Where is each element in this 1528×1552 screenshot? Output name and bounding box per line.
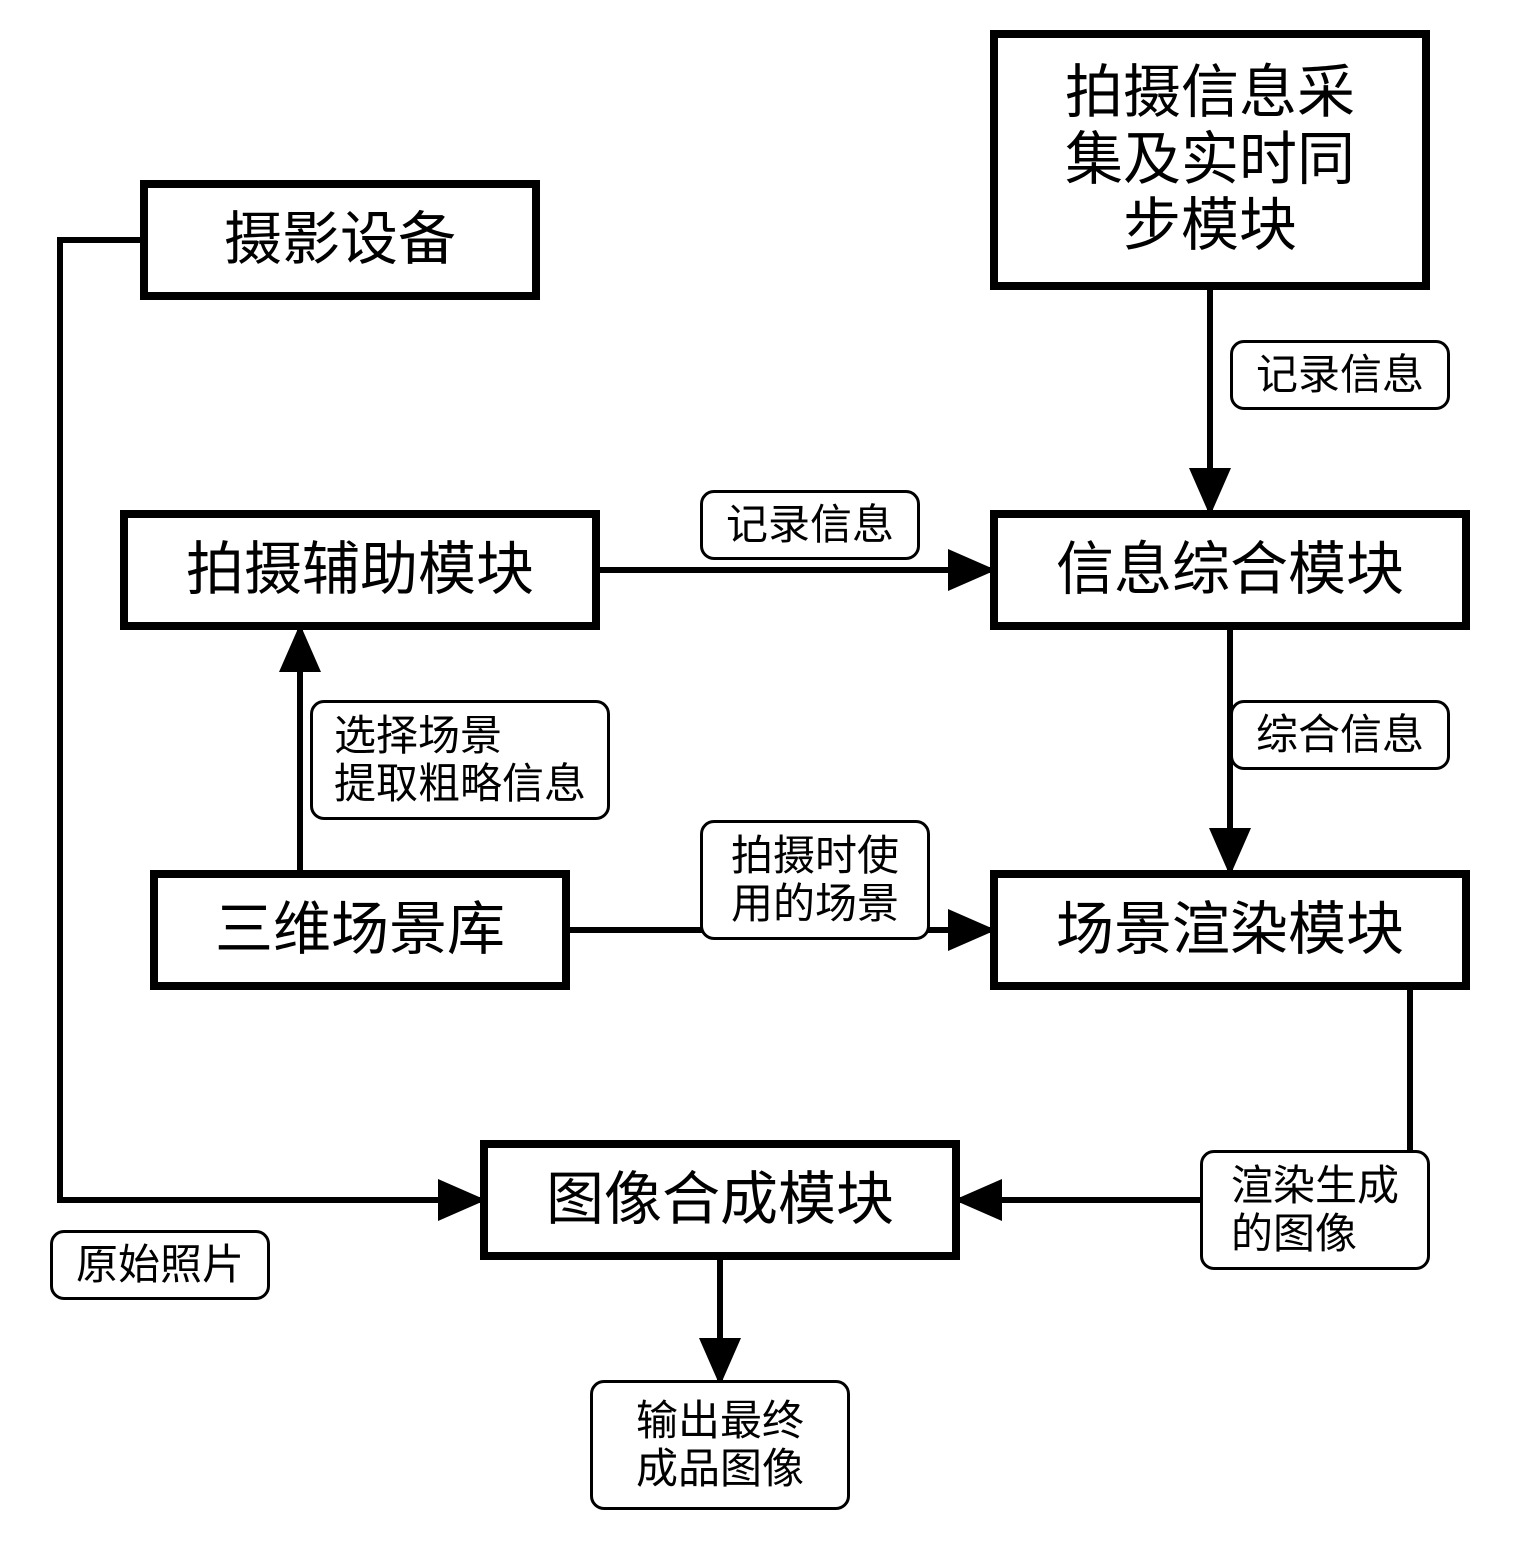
- node-info: 信息综合模块: [990, 510, 1470, 630]
- label-text: 拍摄时使用的场景: [731, 832, 899, 929]
- node-label: 输出最终成品图像: [636, 1397, 804, 1494]
- node-compose: 图像合成模块: [480, 1140, 960, 1260]
- node-output: 输出最终成品图像: [590, 1380, 850, 1510]
- node-camera: 摄影设备: [140, 180, 540, 300]
- label-text: 原始照片: [76, 1241, 244, 1289]
- label-text: 综合信息: [1256, 711, 1424, 759]
- label-text: 选择场景提取粗略信息: [334, 712, 586, 809]
- edge-label-rec2: 记录信息: [700, 490, 920, 560]
- edge-label-scene: 拍摄时使用的场景: [700, 820, 930, 940]
- flowchart-canvas: 摄影设备 拍摄信息采集及实时同步模块 拍摄辅助模块 信息综合模块 三维场景库 场…: [0, 0, 1528, 1552]
- node-label: 信息综合模块: [1056, 537, 1404, 604]
- edge-label-orig: 原始照片: [50, 1230, 270, 1300]
- node-capture: 拍摄信息采集及实时同步模块: [990, 30, 1430, 290]
- node-label: 图像合成模块: [546, 1167, 894, 1234]
- node-label: 场景渲染模块: [1056, 897, 1404, 964]
- label-text: 记录信息: [726, 501, 894, 549]
- node-assist: 拍摄辅助模块: [120, 510, 600, 630]
- node-label: 摄影设备: [224, 207, 456, 274]
- node-render: 场景渲染模块: [990, 870, 1470, 990]
- node-label: 拍摄信息采集及实时同步模块: [1065, 60, 1355, 260]
- node-label: 拍摄辅助模块: [186, 537, 534, 604]
- node-label: 三维场景库: [215, 897, 505, 964]
- label-text: 记录信息: [1256, 351, 1424, 399]
- label-text: 渲染生成的图像: [1231, 1162, 1399, 1259]
- node-scenelib: 三维场景库: [150, 870, 570, 990]
- edge-label-comb: 综合信息: [1230, 700, 1450, 770]
- edge-label-rec1: 记录信息: [1230, 340, 1450, 410]
- edge-label-rend: 渲染生成的图像: [1200, 1150, 1430, 1270]
- edge-label-sel: 选择场景提取粗略信息: [310, 700, 610, 820]
